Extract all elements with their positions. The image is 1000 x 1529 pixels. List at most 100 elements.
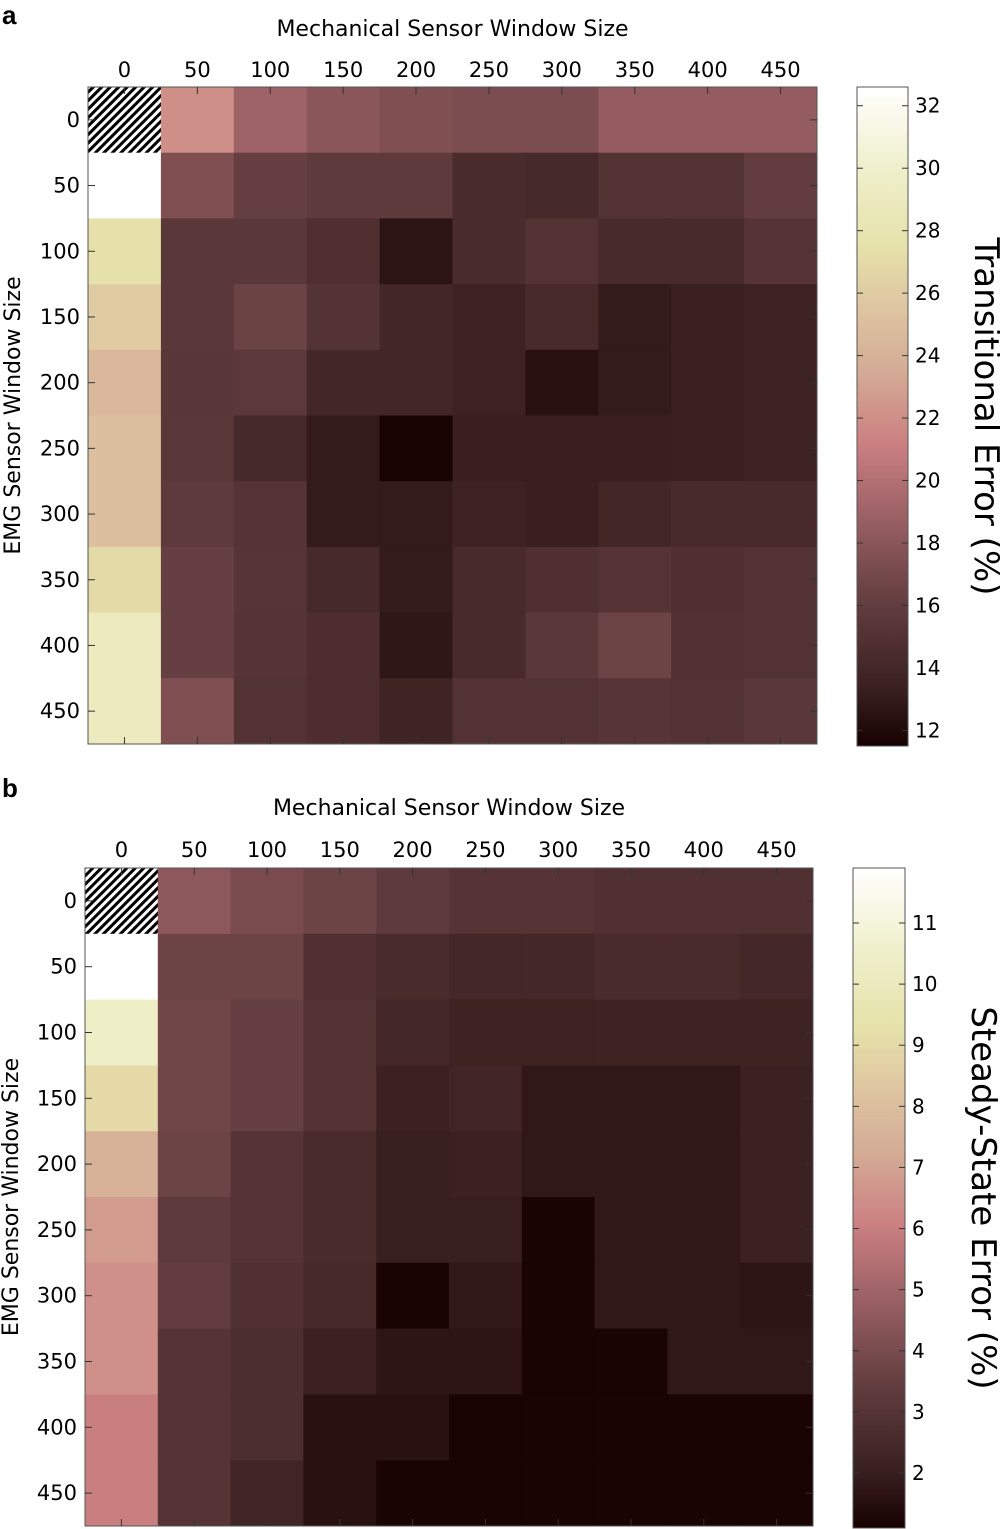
heatmap-cell bbox=[306, 284, 381, 351]
heatmap-cell bbox=[157, 1131, 232, 1198]
heatmap-cell bbox=[379, 415, 453, 482]
heatmap-cell bbox=[525, 415, 599, 482]
heatmap-cell bbox=[452, 284, 526, 351]
heatmap-cell bbox=[525, 284, 599, 351]
x-tick-label: 450 bbox=[757, 838, 797, 862]
heatmap-cell bbox=[667, 1394, 741, 1461]
heatmap-cell bbox=[598, 87, 672, 154]
heatmap-cell bbox=[740, 1328, 814, 1395]
heatmap-cell bbox=[525, 481, 599, 548]
heatmap-cell bbox=[667, 1065, 741, 1132]
colorbar-tick-label: 26 bbox=[915, 281, 940, 305]
heatmap-cell bbox=[598, 612, 672, 679]
colorbar-tick-label: 14 bbox=[915, 656, 940, 680]
heatmap-cell bbox=[303, 1131, 377, 1198]
heatmap-cell bbox=[598, 349, 672, 416]
heatmap-cell bbox=[525, 678, 599, 745]
heatmap-cell bbox=[85, 868, 159, 935]
x-tick-label: 100 bbox=[247, 838, 287, 862]
x-axis-label: Mechanical Sensor Window Size bbox=[273, 796, 625, 821]
heatmap-cell bbox=[306, 678, 381, 745]
heatmap-cell bbox=[744, 481, 818, 548]
heatmap-cell bbox=[671, 152, 745, 219]
heatmap-cell bbox=[88, 415, 162, 482]
heatmap-cell bbox=[306, 218, 381, 285]
heatmap-cell bbox=[598, 546, 672, 614]
y-tick-label: 250 bbox=[40, 436, 80, 460]
heatmap-cell bbox=[667, 1131, 741, 1198]
heatmap-cell bbox=[306, 481, 381, 548]
heatmap-cell bbox=[740, 1065, 814, 1132]
colorbar-tick-label: 24 bbox=[915, 344, 940, 368]
y-tick-label: 150 bbox=[37, 1086, 77, 1110]
heatmap-cell bbox=[744, 218, 818, 285]
heatmap-cell bbox=[598, 481, 672, 548]
heatmap-cell bbox=[521, 933, 596, 1001]
heatmap-cell bbox=[85, 1328, 159, 1395]
y-tick-label: 0 bbox=[67, 108, 80, 132]
heatmap-cell bbox=[379, 678, 453, 745]
heatmap-cell bbox=[233, 612, 308, 679]
heatmap-cell bbox=[376, 1394, 450, 1461]
heatmap-cell bbox=[521, 868, 596, 935]
heatmap-cell bbox=[160, 415, 235, 482]
heatmap-cell bbox=[233, 284, 308, 351]
heatmap-cell bbox=[306, 152, 381, 219]
heatmap-cell bbox=[376, 1131, 450, 1198]
heatmap-cell bbox=[160, 612, 235, 679]
heatmap-cell bbox=[667, 1262, 741, 1330]
y-tick-label: 350 bbox=[40, 568, 80, 592]
heatmap-cell bbox=[85, 1460, 159, 1527]
heatmap-cell bbox=[303, 1262, 377, 1330]
colorbar-tick-label: 22 bbox=[915, 406, 940, 430]
heatmap-cell bbox=[88, 481, 162, 548]
heatmap-cell bbox=[160, 218, 235, 285]
heatmap-cell bbox=[303, 1197, 377, 1264]
heatmap-cell bbox=[85, 1197, 159, 1264]
x-axis-label: Mechanical Sensor Window Size bbox=[276, 17, 628, 42]
colorbar-tick-label: 32 bbox=[915, 94, 940, 118]
heatmap-cell bbox=[303, 1394, 377, 1461]
heatmap-cell bbox=[233, 349, 308, 416]
heatmap-cell bbox=[379, 87, 453, 154]
heatmap-cell bbox=[525, 87, 599, 154]
heatmap-cell bbox=[85, 1131, 159, 1198]
y-tick-label: 450 bbox=[37, 1481, 77, 1505]
colorbar-tick-label: 20 bbox=[915, 469, 940, 493]
colorbar-label: Transitional Error (%) bbox=[966, 236, 1000, 595]
heatmap-cell bbox=[88, 152, 162, 219]
colorbar-label: Steady-State Error (%) bbox=[963, 1006, 1000, 1389]
panel-label-a: a bbox=[2, 0, 17, 30]
heatmap-cell bbox=[157, 1262, 232, 1330]
heatmap-cell bbox=[230, 1065, 304, 1132]
x-tick-label: 300 bbox=[542, 58, 582, 82]
x-tick-label: 250 bbox=[465, 838, 505, 862]
heatmap-cell bbox=[744, 546, 818, 614]
heatmap-cell bbox=[230, 1394, 304, 1461]
y-tick-label: 300 bbox=[40, 502, 80, 526]
colorbar-tick-label: 2 bbox=[912, 1461, 925, 1485]
heatmap-cell bbox=[521, 1131, 596, 1198]
heatmap-cell bbox=[671, 481, 745, 548]
heatmap-cell bbox=[233, 87, 308, 154]
heatmap-cell bbox=[671, 218, 745, 285]
heatmap-cell bbox=[525, 349, 599, 416]
heatmap-cell bbox=[667, 999, 741, 1066]
heatmap-cell bbox=[157, 1460, 232, 1527]
heatmap-cell bbox=[744, 678, 818, 745]
heatmap-cell bbox=[740, 933, 814, 1001]
heatmap-panel-b: 0 50 100 150 200 250 300 350 400 450 0 50 100 150 200 2… bbox=[0, 796, 1000, 1529]
colorbar-tick-label: 10 bbox=[912, 972, 937, 996]
colorbar-tick-label: 5 bbox=[912, 1278, 925, 1302]
heatmap-cell bbox=[85, 1394, 159, 1461]
heatmap-cell bbox=[744, 612, 818, 679]
heatmap-cell bbox=[452, 87, 526, 154]
heatmap-cell bbox=[740, 1197, 814, 1264]
heatmap-cell bbox=[452, 481, 526, 548]
heatmap-cell bbox=[449, 1328, 523, 1395]
heatmap-cell bbox=[525, 152, 599, 219]
heatmap-cell bbox=[740, 1460, 814, 1527]
heatmap-cell bbox=[376, 1197, 450, 1264]
heatmap-cell bbox=[449, 868, 523, 935]
heatmap-cell bbox=[671, 415, 745, 482]
